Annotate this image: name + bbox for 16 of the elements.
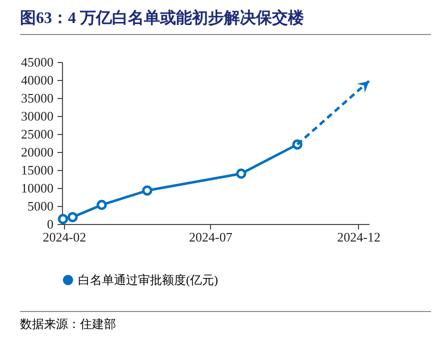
x-tick-label: 2024-12 xyxy=(337,230,381,244)
y-tick-label: 45000 xyxy=(21,54,54,70)
y-tick-label: 25000 xyxy=(21,126,54,142)
y-tick-label: 40000 xyxy=(21,72,54,88)
x-tick-label: 2024-02 xyxy=(42,230,86,244)
y-tick-label: 10000 xyxy=(21,180,54,196)
y-tick-label: 20000 xyxy=(21,144,54,160)
x-tick-label: 2024-07 xyxy=(189,230,233,244)
y-tick-label: 0 xyxy=(47,216,54,232)
legend-label: 白名单通过审批额度(亿元) xyxy=(78,273,218,287)
source-note: 数据来源：住建部 xyxy=(20,316,116,333)
chart-title: 图63：4 万亿白名单或能初步解决保交楼 xyxy=(20,8,304,29)
y-tick-label: 35000 xyxy=(21,90,54,106)
y-tick-label: 30000 xyxy=(21,108,54,124)
y-tick-label: 5000 xyxy=(28,198,54,214)
y-tick-label: 15000 xyxy=(21,162,54,178)
